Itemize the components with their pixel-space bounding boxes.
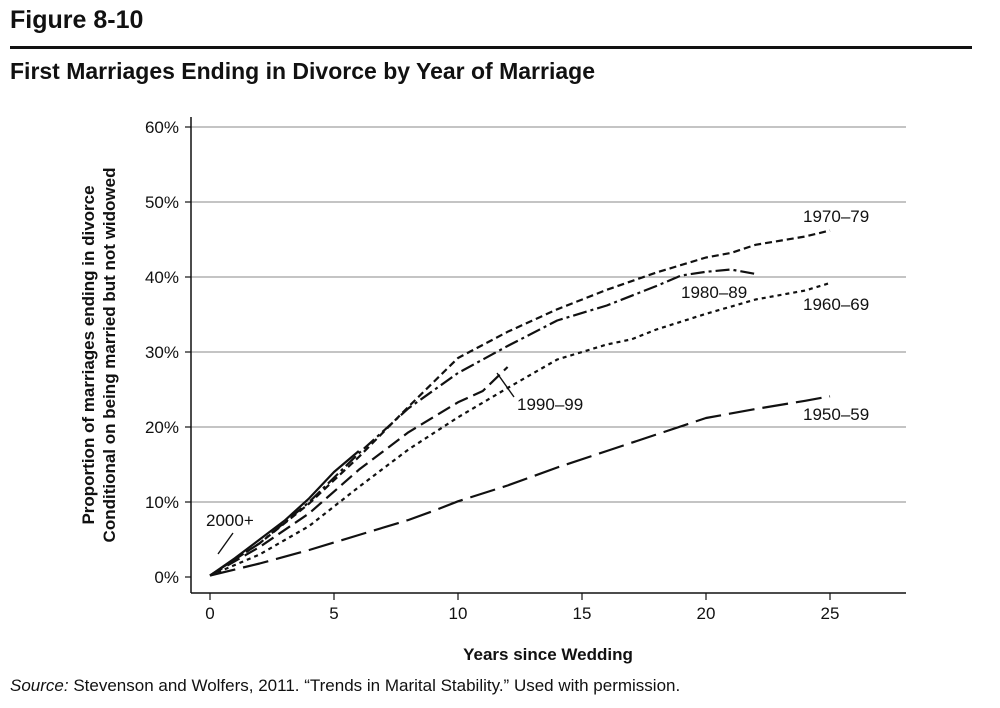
chart-title: First Marriages Ending in Divorce by Yea…	[10, 58, 595, 84]
x-axis-label: Years since Wedding	[463, 645, 633, 664]
series-annotation-label: 2000+	[206, 511, 254, 530]
y-tick-label: 0%	[154, 568, 179, 587]
series-line	[209, 366, 509, 577]
tick-labels: 0% 10% 20% 30% 40% 50% 60% 0 5 10 15 20 25	[145, 118, 839, 623]
series-annotation-label: 1950–59	[803, 405, 869, 424]
grid-lines	[191, 126, 906, 503]
source-text: Stevenson and Wolfers, 2011. “Trends in …	[68, 676, 681, 695]
figure-number: Figure 8-10	[10, 6, 144, 34]
y-tick-label: 30%	[145, 343, 179, 362]
series-annotations: 1970–79 1980–89 1960–69 1990–99 1950–59 2000+	[206, 207, 869, 555]
chart-axes	[185, 117, 906, 600]
series-lines	[209, 229, 831, 577]
x-tick-label: 10	[449, 604, 468, 623]
series-annotation-label: 1960–69	[803, 295, 869, 314]
x-tick-label: 15	[573, 604, 592, 623]
series-line	[209, 450, 360, 577]
series-line	[209, 229, 831, 577]
y-tick-label: 40%	[145, 268, 179, 287]
series-annotation-label: 1970–79	[803, 207, 869, 226]
y-tick-label: 60%	[145, 118, 179, 137]
source-label: Source:	[10, 676, 69, 695]
series-line	[209, 268, 756, 577]
y-tick-label: 50%	[145, 193, 179, 212]
x-tick-label: 5	[329, 604, 338, 623]
x-tick-label: 20	[697, 604, 716, 623]
series-annotation-label: 1980–89	[681, 283, 747, 302]
x-tick-label: 0	[205, 604, 214, 623]
x-tick-label: 25	[821, 604, 840, 623]
annotation-leader	[217, 532, 234, 555]
y-axis-label-line-2: Conditional on being married but not wid…	[100, 168, 119, 543]
y-axis-label-line-1: Proportion of marriages ending in divorc…	[79, 185, 98, 524]
y-tick-label: 20%	[145, 418, 179, 437]
annotation-leader	[496, 372, 515, 398]
title-rule	[10, 46, 972, 49]
y-tick-label: 10%	[145, 493, 179, 512]
series-annotation-label: 1990–99	[517, 395, 583, 414]
series-line	[209, 395, 831, 577]
source-note: Source: Stevenson and Wolfers, 2011. “Tr…	[10, 676, 680, 696]
